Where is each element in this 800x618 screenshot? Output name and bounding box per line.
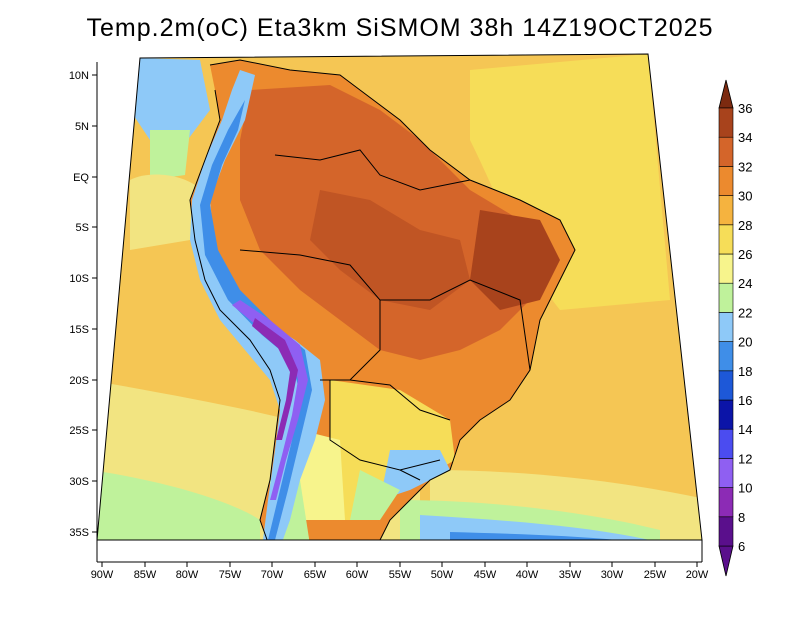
colorbar-swatch bbox=[718, 341, 734, 372]
lon-tick-labels: 90W 85W 80W 75W 70W 65W 60W 55W 50W 45W … bbox=[91, 562, 709, 581]
lon-label-80w: 80W bbox=[176, 569, 199, 581]
colorbar-swatch bbox=[718, 107, 734, 138]
lon-label-25w: 25W bbox=[644, 569, 667, 581]
lon-label-90w: 90W bbox=[91, 569, 114, 581]
lon-label-40w: 40W bbox=[516, 569, 539, 581]
colorbar-swatch bbox=[718, 458, 734, 488]
colorbar-arrow-top bbox=[718, 79, 734, 109]
lon-label-70w: 70W bbox=[261, 569, 284, 581]
temperature-field bbox=[97, 54, 702, 540]
colorbar-swatch bbox=[718, 136, 734, 167]
colorbar-label: 12 bbox=[738, 451, 752, 466]
lat-label-30s: 30S bbox=[69, 476, 89, 488]
colorbar-swatch bbox=[718, 312, 734, 342]
lat-label-5s: 5S bbox=[76, 222, 89, 234]
colorbar-label: 32 bbox=[738, 159, 752, 174]
colorbar-swatch bbox=[718, 370, 734, 401]
colorbar: 6 8 10 12 14 16 18 20 22 24 26 28 30 32 34 36 bbox=[718, 79, 752, 577]
lon-label-20w: 20W bbox=[686, 569, 709, 581]
colorbar-swatch bbox=[718, 195, 734, 226]
colorbar-label: 24 bbox=[738, 276, 752, 291]
colorbar-label: 22 bbox=[738, 305, 752, 320]
map-title: Temp.2m(oC) Eta3km SiSMOM 38h 14Z19OCT20… bbox=[86, 14, 714, 42]
colorbar-label: 28 bbox=[738, 218, 752, 233]
colorbar-label: 36 bbox=[738, 101, 752, 116]
lat-label-5n: 5N bbox=[75, 121, 89, 133]
lat-label-20s: 20S bbox=[69, 375, 89, 387]
colorbar-swatch bbox=[718, 253, 734, 284]
colorbar-swatch bbox=[718, 166, 734, 196]
lon-label-55w: 55W bbox=[389, 569, 412, 581]
colorbar-label: 8 bbox=[738, 510, 745, 525]
lat-tick-labels: 10N 5N EQ 5S 10S 15S 20S 25S 30S 35S bbox=[69, 70, 97, 539]
lat-label-eq: EQ bbox=[73, 172, 89, 184]
lon-label-75w: 75W bbox=[219, 569, 242, 581]
lon-label-30w: 30W bbox=[601, 569, 624, 581]
colorbar-label: 6 bbox=[738, 539, 745, 554]
colorbar-swatch bbox=[718, 399, 734, 430]
colorbar-label: 20 bbox=[738, 335, 752, 350]
lon-label-35w: 35W bbox=[559, 569, 582, 581]
colorbar-swatch bbox=[718, 516, 734, 547]
colorbar-labels: 6 8 10 12 14 16 18 20 22 24 26 28 30 32 34 36 bbox=[738, 101, 752, 554]
lat-label-10s: 10S bbox=[69, 273, 89, 285]
lat-label-15s: 15S bbox=[69, 324, 89, 336]
colorbar-label: 18 bbox=[738, 364, 752, 379]
colorbar-label: 34 bbox=[738, 130, 752, 145]
lat-label-35s: 35S bbox=[69, 527, 89, 539]
country-borders bbox=[189, 59, 576, 540]
colorbar-label: 14 bbox=[738, 422, 752, 437]
colorbar-swatch bbox=[718, 282, 734, 313]
colorbar-arrow-bottom bbox=[718, 545, 734, 577]
colorbar-swatch bbox=[718, 487, 734, 518]
lon-label-85w: 85W bbox=[134, 569, 157, 581]
lat-label-25s: 25S bbox=[69, 425, 89, 437]
colorbar-label: 26 bbox=[738, 247, 752, 262]
colorbar-swatch bbox=[718, 224, 734, 255]
lon-label-50w: 50W bbox=[431, 569, 454, 581]
colorbar-label: 30 bbox=[738, 189, 752, 204]
colorbar-label: 16 bbox=[738, 393, 752, 408]
colorbar-swatches bbox=[718, 79, 734, 577]
lon-label-65w: 65W bbox=[304, 569, 327, 581]
colorbar-swatch bbox=[718, 428, 734, 459]
lat-label-10n: 10N bbox=[69, 70, 89, 82]
lon-label-60w: 60W bbox=[346, 569, 369, 581]
lon-label-45w: 45W bbox=[474, 569, 497, 581]
colorbar-label: 10 bbox=[738, 481, 752, 496]
